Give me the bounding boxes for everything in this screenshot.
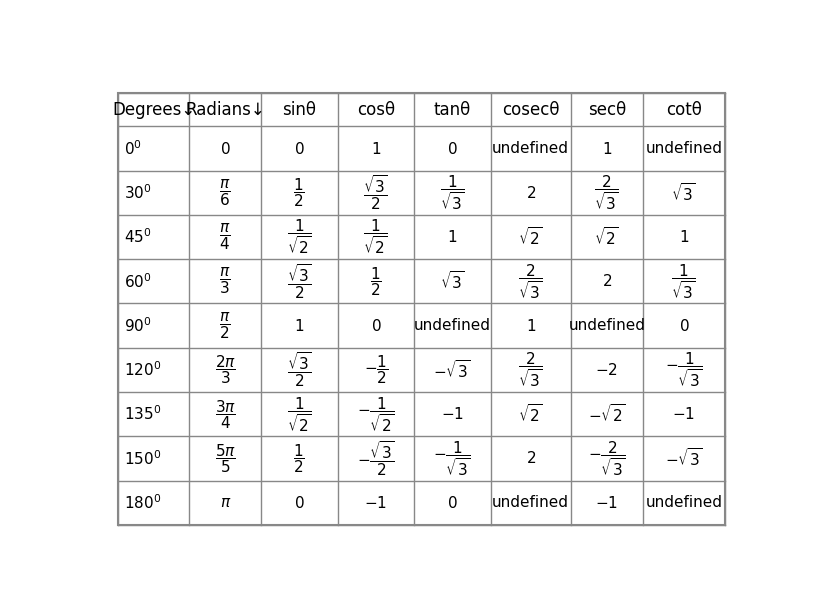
Text: $90^0$: $90^0$	[124, 316, 152, 335]
Text: $\pi$: $\pi$	[220, 495, 231, 510]
Text: $0$: $0$	[294, 140, 304, 157]
Text: $\dfrac{2}{\sqrt{3}}$: $\dfrac{2}{\sqrt{3}}$	[518, 350, 543, 389]
Text: $\dfrac{1}{2}$: $\dfrac{1}{2}$	[294, 176, 305, 209]
Text: $- \dfrac{2}{\sqrt{3}}$: $- \dfrac{2}{\sqrt{3}}$	[588, 439, 626, 478]
Text: undefined: undefined	[492, 141, 569, 156]
Text: $0^0$: $0^0$	[124, 139, 142, 158]
Text: $1$: $1$	[370, 140, 381, 157]
Text: tanθ: tanθ	[433, 101, 471, 119]
Text: $2$: $2$	[601, 274, 612, 289]
Text: cosθ: cosθ	[357, 101, 395, 119]
Text: $0$: $0$	[370, 317, 381, 334]
Text: $0$: $0$	[447, 140, 458, 157]
Text: $- \dfrac{1}{\sqrt{2}}$: $- \dfrac{1}{\sqrt{2}}$	[357, 395, 395, 434]
Text: $- \sqrt{3}$: $- \sqrt{3}$	[433, 359, 471, 381]
Text: $180^0$: $180^0$	[124, 493, 162, 512]
Text: $\dfrac{1}{\sqrt{2}}$: $\dfrac{1}{\sqrt{2}}$	[287, 395, 312, 434]
Text: $1$: $1$	[526, 317, 536, 334]
Text: $\dfrac{1}{2}$: $\dfrac{1}{2}$	[370, 265, 382, 298]
Text: cosecθ: cosecθ	[502, 101, 560, 119]
Text: $1$: $1$	[679, 229, 689, 245]
Text: $\sqrt{2}$: $\sqrt{2}$	[518, 403, 543, 425]
Text: $- \dfrac{\sqrt{3}}{2}$: $- \dfrac{\sqrt{3}}{2}$	[357, 439, 395, 478]
Text: undefined: undefined	[645, 141, 722, 156]
Text: $\dfrac{1}{\sqrt{2}}$: $\dfrac{1}{\sqrt{2}}$	[287, 218, 312, 256]
Text: $-1$: $-1$	[364, 494, 388, 511]
Text: $\dfrac{5\pi}{5}$: $\dfrac{5\pi}{5}$	[215, 442, 236, 475]
Text: $135^0$: $135^0$	[124, 405, 162, 424]
Text: $2$: $2$	[526, 451, 535, 466]
Text: $\dfrac{1}{\sqrt{3}}$: $\dfrac{1}{\sqrt{3}}$	[440, 173, 465, 212]
Text: $- 1$: $- 1$	[672, 406, 695, 422]
Text: $2$: $2$	[526, 185, 535, 201]
Text: $-1$: $-1$	[596, 494, 619, 511]
Text: $0$: $0$	[294, 494, 304, 511]
Text: undefined: undefined	[568, 318, 645, 333]
Text: $1$: $1$	[601, 140, 612, 157]
Text: undefined: undefined	[414, 318, 491, 333]
Text: $- \sqrt{2}$: $- \sqrt{2}$	[588, 403, 626, 425]
Text: $- \dfrac{1}{\sqrt{3}}$: $- \dfrac{1}{\sqrt{3}}$	[433, 439, 471, 478]
Text: $\dfrac{\sqrt{3}}{2}$: $\dfrac{\sqrt{3}}{2}$	[287, 262, 312, 301]
Text: $60^0$: $60^0$	[124, 272, 152, 291]
Text: $0$: $0$	[220, 140, 231, 157]
Text: $- \dfrac{1}{\sqrt{3}}$: $- \dfrac{1}{\sqrt{3}}$	[665, 350, 703, 389]
Text: $1$: $1$	[295, 317, 304, 334]
Text: $30^0$: $30^0$	[124, 184, 152, 202]
FancyBboxPatch shape	[118, 93, 725, 525]
Text: $\sqrt{3}$: $\sqrt{3}$	[672, 182, 696, 204]
Text: $\dfrac{2\pi}{3}$: $\dfrac{2\pi}{3}$	[215, 353, 236, 386]
Text: $\dfrac{3\pi}{4}$: $\dfrac{3\pi}{4}$	[215, 398, 236, 431]
Text: $- \sqrt{3}$: $- \sqrt{3}$	[665, 448, 703, 469]
Text: sinθ: sinθ	[282, 101, 317, 119]
Text: $\sqrt{2}$: $\sqrt{2}$	[594, 226, 619, 248]
Text: $0$: $0$	[447, 494, 458, 511]
Text: $\dfrac{\pi}{4}$: $\dfrac{\pi}{4}$	[220, 222, 231, 252]
Text: $- \dfrac{1}{2}$: $- \dfrac{1}{2}$	[364, 353, 388, 386]
Text: $120^0$: $120^0$	[124, 361, 162, 379]
Text: $- 2$: $- 2$	[596, 362, 619, 378]
Text: $\dfrac{\pi}{3}$: $\dfrac{\pi}{3}$	[220, 266, 231, 296]
Text: $150^0$: $150^0$	[124, 449, 162, 468]
Text: $0$: $0$	[679, 317, 690, 334]
Text: $1$: $1$	[447, 229, 458, 245]
Text: $\dfrac{\pi}{6}$: $\dfrac{\pi}{6}$	[220, 178, 231, 208]
Text: secθ: secθ	[588, 101, 626, 119]
Text: $\dfrac{1}{\sqrt{2}}$: $\dfrac{1}{\sqrt{2}}$	[363, 218, 388, 256]
Text: undefined: undefined	[492, 495, 569, 510]
Text: $\sqrt{2}$: $\sqrt{2}$	[518, 226, 543, 248]
Text: $\dfrac{2}{\sqrt{3}}$: $\dfrac{2}{\sqrt{3}}$	[518, 262, 543, 301]
Text: Degrees↓: Degrees↓	[112, 101, 195, 119]
Text: $45^0$: $45^0$	[124, 228, 152, 247]
Text: $\dfrac{2}{\sqrt{3}}$: $\dfrac{2}{\sqrt{3}}$	[594, 173, 619, 212]
Text: $\sqrt{3}$: $\sqrt{3}$	[440, 271, 465, 292]
Text: undefined: undefined	[645, 495, 722, 510]
Text: $\dfrac{1}{\sqrt{3}}$: $\dfrac{1}{\sqrt{3}}$	[672, 262, 696, 301]
Text: $\dfrac{\sqrt{3}}{2}$: $\dfrac{\sqrt{3}}{2}$	[363, 173, 388, 212]
Text: $\dfrac{\pi}{2}$: $\dfrac{\pi}{2}$	[220, 311, 231, 341]
Text: Radians↓: Radians↓	[185, 101, 265, 119]
Text: $\dfrac{1}{2}$: $\dfrac{1}{2}$	[294, 442, 305, 475]
Text: cotθ: cotθ	[666, 101, 702, 119]
Text: $- 1$: $- 1$	[441, 406, 463, 422]
Text: $\dfrac{\sqrt{3}}{2}$: $\dfrac{\sqrt{3}}{2}$	[287, 350, 312, 389]
